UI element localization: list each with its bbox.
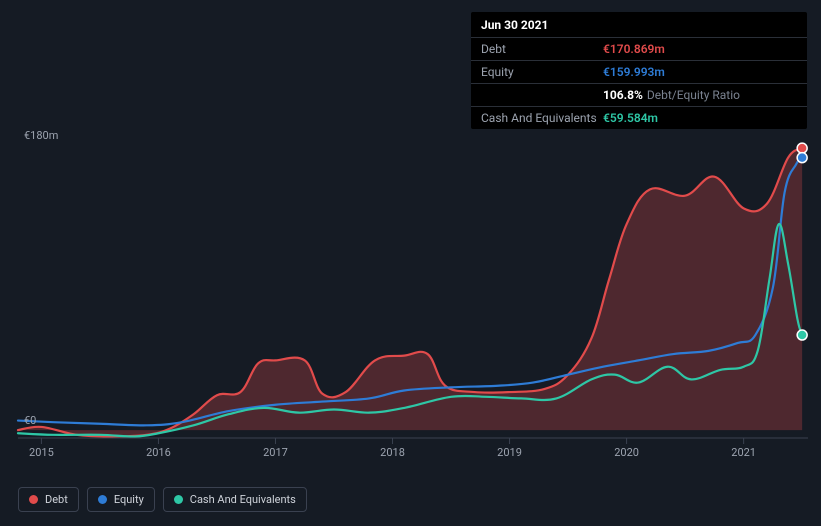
legend-item-cash[interactable]: Cash And Equivalents <box>163 487 307 512</box>
x-axis-tick-label: 2016 <box>146 446 171 459</box>
y-axis-tick-label: €0 <box>24 414 36 427</box>
legend-item-debt[interactable]: Debt <box>18 487 79 512</box>
x-axis-tick-label: 2015 <box>29 446 54 459</box>
chart-tooltip: Jun 30 2021 Debt €170.869m Equity €159.9… <box>471 12 807 129</box>
x-axis-tick-label: 2021 <box>731 446 756 459</box>
tooltip-row-ratio: 106.8%Debt/Equity Ratio <box>471 84 807 107</box>
x-axis-tick-label: 2020 <box>614 446 639 459</box>
y-axis-tick-label: €180m <box>24 129 58 142</box>
tooltip-value-debt: €170.869m <box>603 42 665 56</box>
tooltip-value-equity: €159.993m <box>603 65 665 79</box>
chart-legend: Debt Equity Cash And Equivalents <box>18 487 307 512</box>
legend-dot-icon <box>98 495 107 504</box>
legend-dot-icon <box>29 495 38 504</box>
tooltip-label: Cash And Equivalents <box>481 111 603 125</box>
x-axis-tick-label: 2018 <box>380 446 405 459</box>
tooltip-row-debt: Debt €170.869m <box>471 38 807 61</box>
legend-item-equity[interactable]: Equity <box>87 487 155 512</box>
legend-label: Equity <box>114 493 144 506</box>
legend-label: Debt <box>45 493 68 506</box>
tooltip-value-ratio: 106.8%Debt/Equity Ratio <box>603 88 740 102</box>
tooltip-label: Debt <box>481 42 603 56</box>
tooltip-row-equity: Equity €159.993m <box>471 61 807 84</box>
legend-dot-icon <box>174 495 183 504</box>
x-axis-tick-label: 2019 <box>497 446 522 459</box>
x-axis-tick-label: 2017 <box>263 446 288 459</box>
legend-label: Cash And Equivalents <box>190 493 296 506</box>
tooltip-value-cash: €59.584m <box>603 111 658 125</box>
tooltip-date: Jun 30 2021 <box>471 12 807 38</box>
tooltip-label: Equity <box>481 65 603 79</box>
tooltip-row-cash: Cash And Equivalents €59.584m <box>471 107 807 129</box>
tooltip-label <box>481 88 603 102</box>
